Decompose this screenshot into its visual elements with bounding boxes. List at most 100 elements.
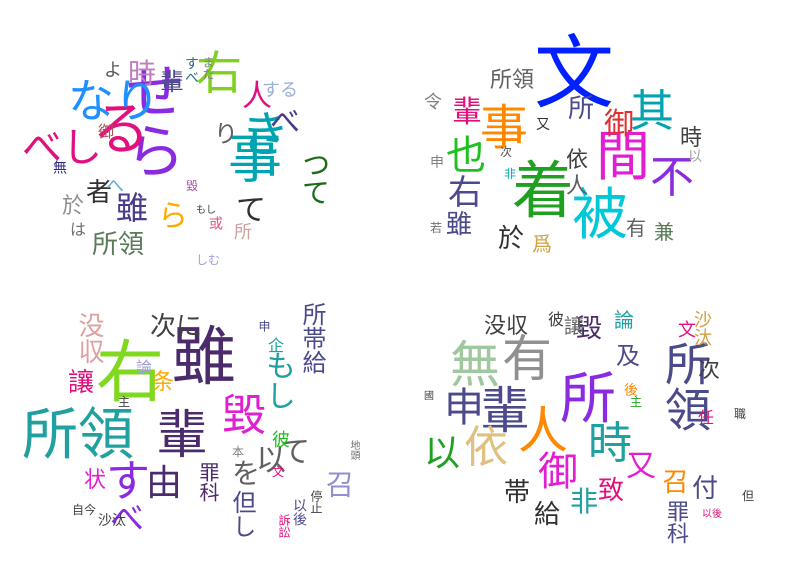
cloud-word: 申 — [430, 155, 444, 171]
cloud-word: 以 — [424, 433, 461, 474]
cloud-word: ら — [158, 199, 188, 234]
cloud-word: 自今 — [72, 503, 97, 517]
cloud-word: もし — [196, 205, 216, 216]
cloud-word: 者 — [86, 178, 113, 208]
cloud-word: 次 — [698, 358, 721, 383]
cloud-word: 御 — [538, 449, 578, 495]
cloud-word: 右 — [196, 46, 242, 100]
cloud-word: 雖 — [446, 210, 473, 240]
cloud-word: 國 — [424, 391, 434, 402]
cloud-word: 給 — [534, 500, 561, 530]
cloud-word: 所領 — [490, 68, 535, 93]
cloud-word: 付 — [692, 474, 719, 504]
cloud-word: 兼 — [654, 220, 674, 244]
cloud-word: 爲 — [532, 232, 552, 256]
cloud-word: 令 — [424, 92, 442, 113]
cloud-word: 所 — [560, 367, 616, 432]
cloud-word: また — [201, 56, 215, 80]
cloud-word: 輩 — [160, 68, 184, 96]
cloud-word: 沙汰 — [98, 513, 126, 529]
cloud-word: 以 — [256, 443, 286, 478]
cloud-word: 御 — [604, 107, 634, 142]
cloud-word: 毀 — [222, 390, 266, 441]
cloud-word: すべ — [183, 56, 199, 84]
cloud-word: 召 — [658, 468, 688, 494]
cloud-word: 没収 — [74, 312, 104, 364]
cloud-word: 毀 — [576, 314, 603, 344]
cloud-word: 論 — [136, 358, 153, 377]
cloud-word: 任 — [698, 408, 715, 427]
cloud-word: 其 — [630, 86, 674, 137]
cloud-word: 論 — [614, 308, 634, 332]
cloud-word: へ — [106, 176, 124, 197]
cloud-word: 没収 — [484, 314, 529, 339]
cloud-word: 罪科 — [196, 462, 220, 502]
cloud-word: 御 — [98, 122, 115, 141]
cloud-word: 不 — [650, 152, 694, 203]
cloud-word: べし — [22, 125, 102, 171]
cloud-word: は — [70, 220, 87, 239]
cloud-word: 輩 — [452, 95, 482, 130]
cloud-word: 於 — [62, 194, 85, 219]
cloud-word: 及 — [616, 342, 640, 370]
cloud-word: 罪科 — [663, 500, 688, 544]
cloud-word: する — [262, 80, 298, 101]
cloud-word: 地頭 — [348, 440, 359, 460]
cloud-word: き — [232, 108, 290, 158]
cloud-word: 彼 — [548, 310, 565, 329]
cloud-word: 間 — [596, 125, 650, 188]
cloud-word: る — [92, 95, 151, 163]
cloud-word: もし — [260, 350, 295, 410]
cloud-word: て — [280, 435, 310, 470]
cloud-word: 又 — [536, 117, 550, 133]
cloud-word: 帯 — [504, 478, 531, 508]
cloud-word: 有 — [502, 330, 552, 388]
cloud-word: 但し — [228, 490, 256, 538]
cloud-word: 右 — [96, 334, 165, 413]
cloud-word: す — [106, 456, 150, 507]
cloud-word: 時 — [588, 418, 632, 469]
cloud-word: 讓 — [564, 314, 584, 338]
cloud-word: 又 — [626, 449, 656, 484]
cloud-word: 訴訟 — [277, 514, 291, 538]
cloud-word: 事 — [480, 100, 529, 156]
cloud-word: 職 — [734, 407, 747, 421]
cloud-word: 右 — [448, 173, 482, 213]
cloud-word: 所領 — [658, 340, 712, 432]
cloud-word: 事 — [228, 127, 282, 190]
cloud-word: 致 — [598, 476, 625, 506]
cloud-word: 依 — [566, 148, 589, 173]
cloud-word: 状 — [84, 468, 107, 493]
cloud-word: つて — [298, 150, 331, 206]
cloud-word: 所帯給 — [298, 302, 326, 374]
cloud-word: 以後 — [702, 509, 722, 520]
cloud-word: 被 — [572, 183, 628, 248]
cloud-word: を — [232, 457, 261, 490]
cloud-word: 有 — [626, 216, 646, 240]
cloud-word: て — [236, 193, 266, 228]
cloud-word: 以後 — [291, 498, 307, 526]
cloud-word: 若 — [430, 221, 443, 235]
cloud-word: 企 — [268, 336, 285, 355]
cloud-word: 主 — [118, 395, 131, 409]
cloud-word: 時 — [680, 126, 703, 151]
cloud-word: 雖 — [116, 189, 149, 227]
cloud-word: せら — [115, 60, 185, 180]
cloud-word: 所 — [231, 222, 252, 240]
cloud-word: 申 — [444, 385, 484, 431]
cloud-word: 雖 — [172, 321, 236, 395]
cloud-word: 彼 — [272, 430, 290, 451]
cloud-word: 非 — [570, 485, 599, 518]
cloud-word: 依 — [464, 422, 508, 473]
cloud-word: 輩 — [156, 406, 209, 466]
cloud-word: り — [214, 120, 238, 148]
cloud-word: 非 — [504, 167, 517, 181]
cloud-word: 文 — [272, 465, 285, 479]
cloud-word: 於 — [498, 224, 525, 254]
cloud-word: しむ — [196, 253, 221, 267]
cloud-word: 毀 — [186, 179, 199, 193]
cloud-word: 人 — [566, 174, 589, 199]
cloud-word: べ — [110, 499, 144, 539]
cloud-word: 但 — [742, 489, 755, 503]
cloud-word: 人 — [242, 79, 272, 114]
